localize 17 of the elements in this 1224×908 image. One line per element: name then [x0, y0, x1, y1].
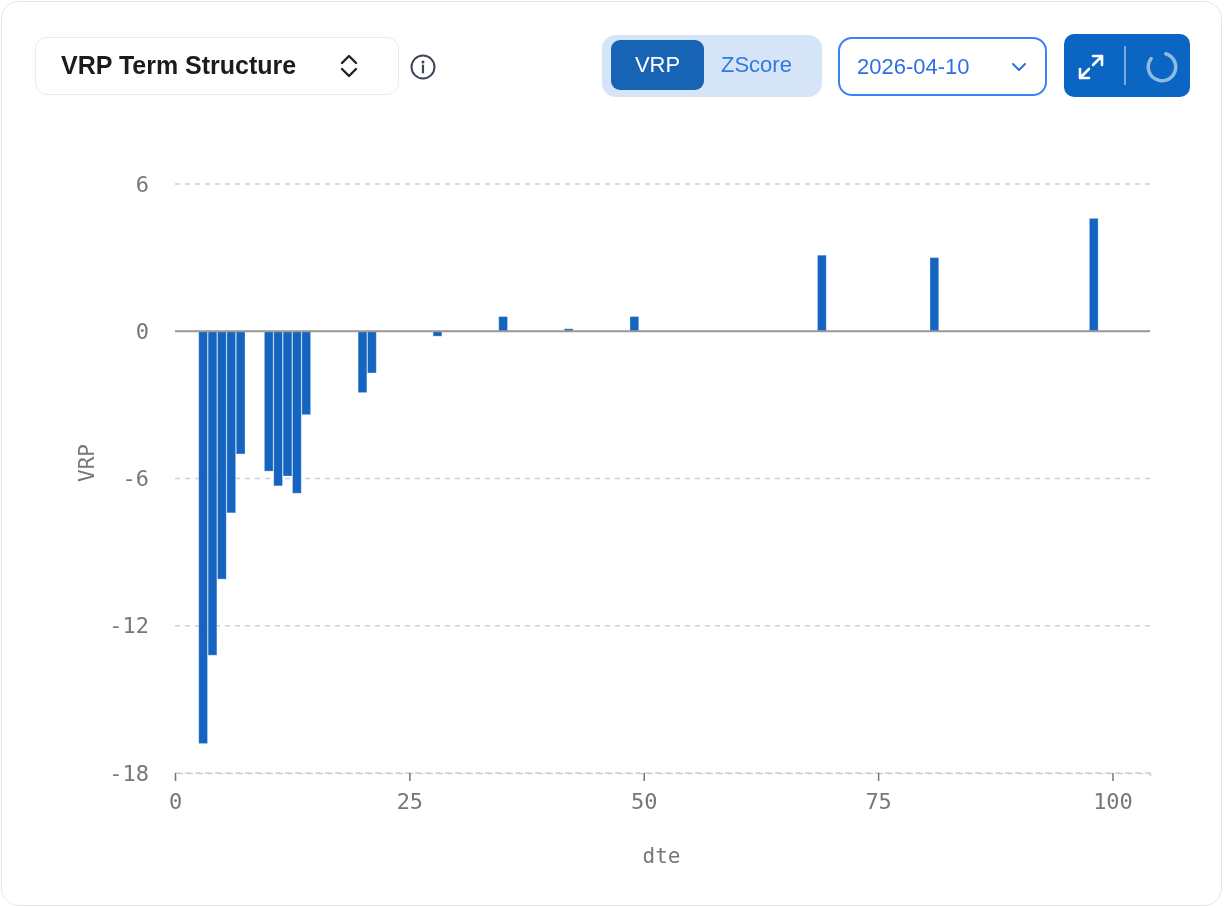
x-axis-title: dte [642, 844, 681, 868]
date-select: 2026-04-10 [838, 37, 1047, 96]
y-tick-label: 0 [135, 318, 149, 344]
x-tick-label: 25 [396, 788, 424, 814]
y-tick-label: -12 [109, 613, 149, 639]
selected-option: VRP [611, 40, 704, 90]
x-tick-label: 75 [865, 788, 892, 814]
view-toggle: VRP ZScore [602, 35, 822, 97]
x-tick-label: 0 [168, 788, 183, 814]
chart-title: VRP Term Structure [61, 51, 297, 80]
y-tick-label: -18 [109, 760, 149, 786]
chart-select: VRP Term Structure [35, 37, 399, 95]
y-tick-label: -6 [122, 466, 149, 492]
x-tick-label: 50 [631, 788, 658, 814]
y-axis-title: VRP [75, 444, 99, 482]
x-tick-label: 100 [1093, 788, 1133, 814]
y-tick-label: 6 [135, 171, 149, 197]
